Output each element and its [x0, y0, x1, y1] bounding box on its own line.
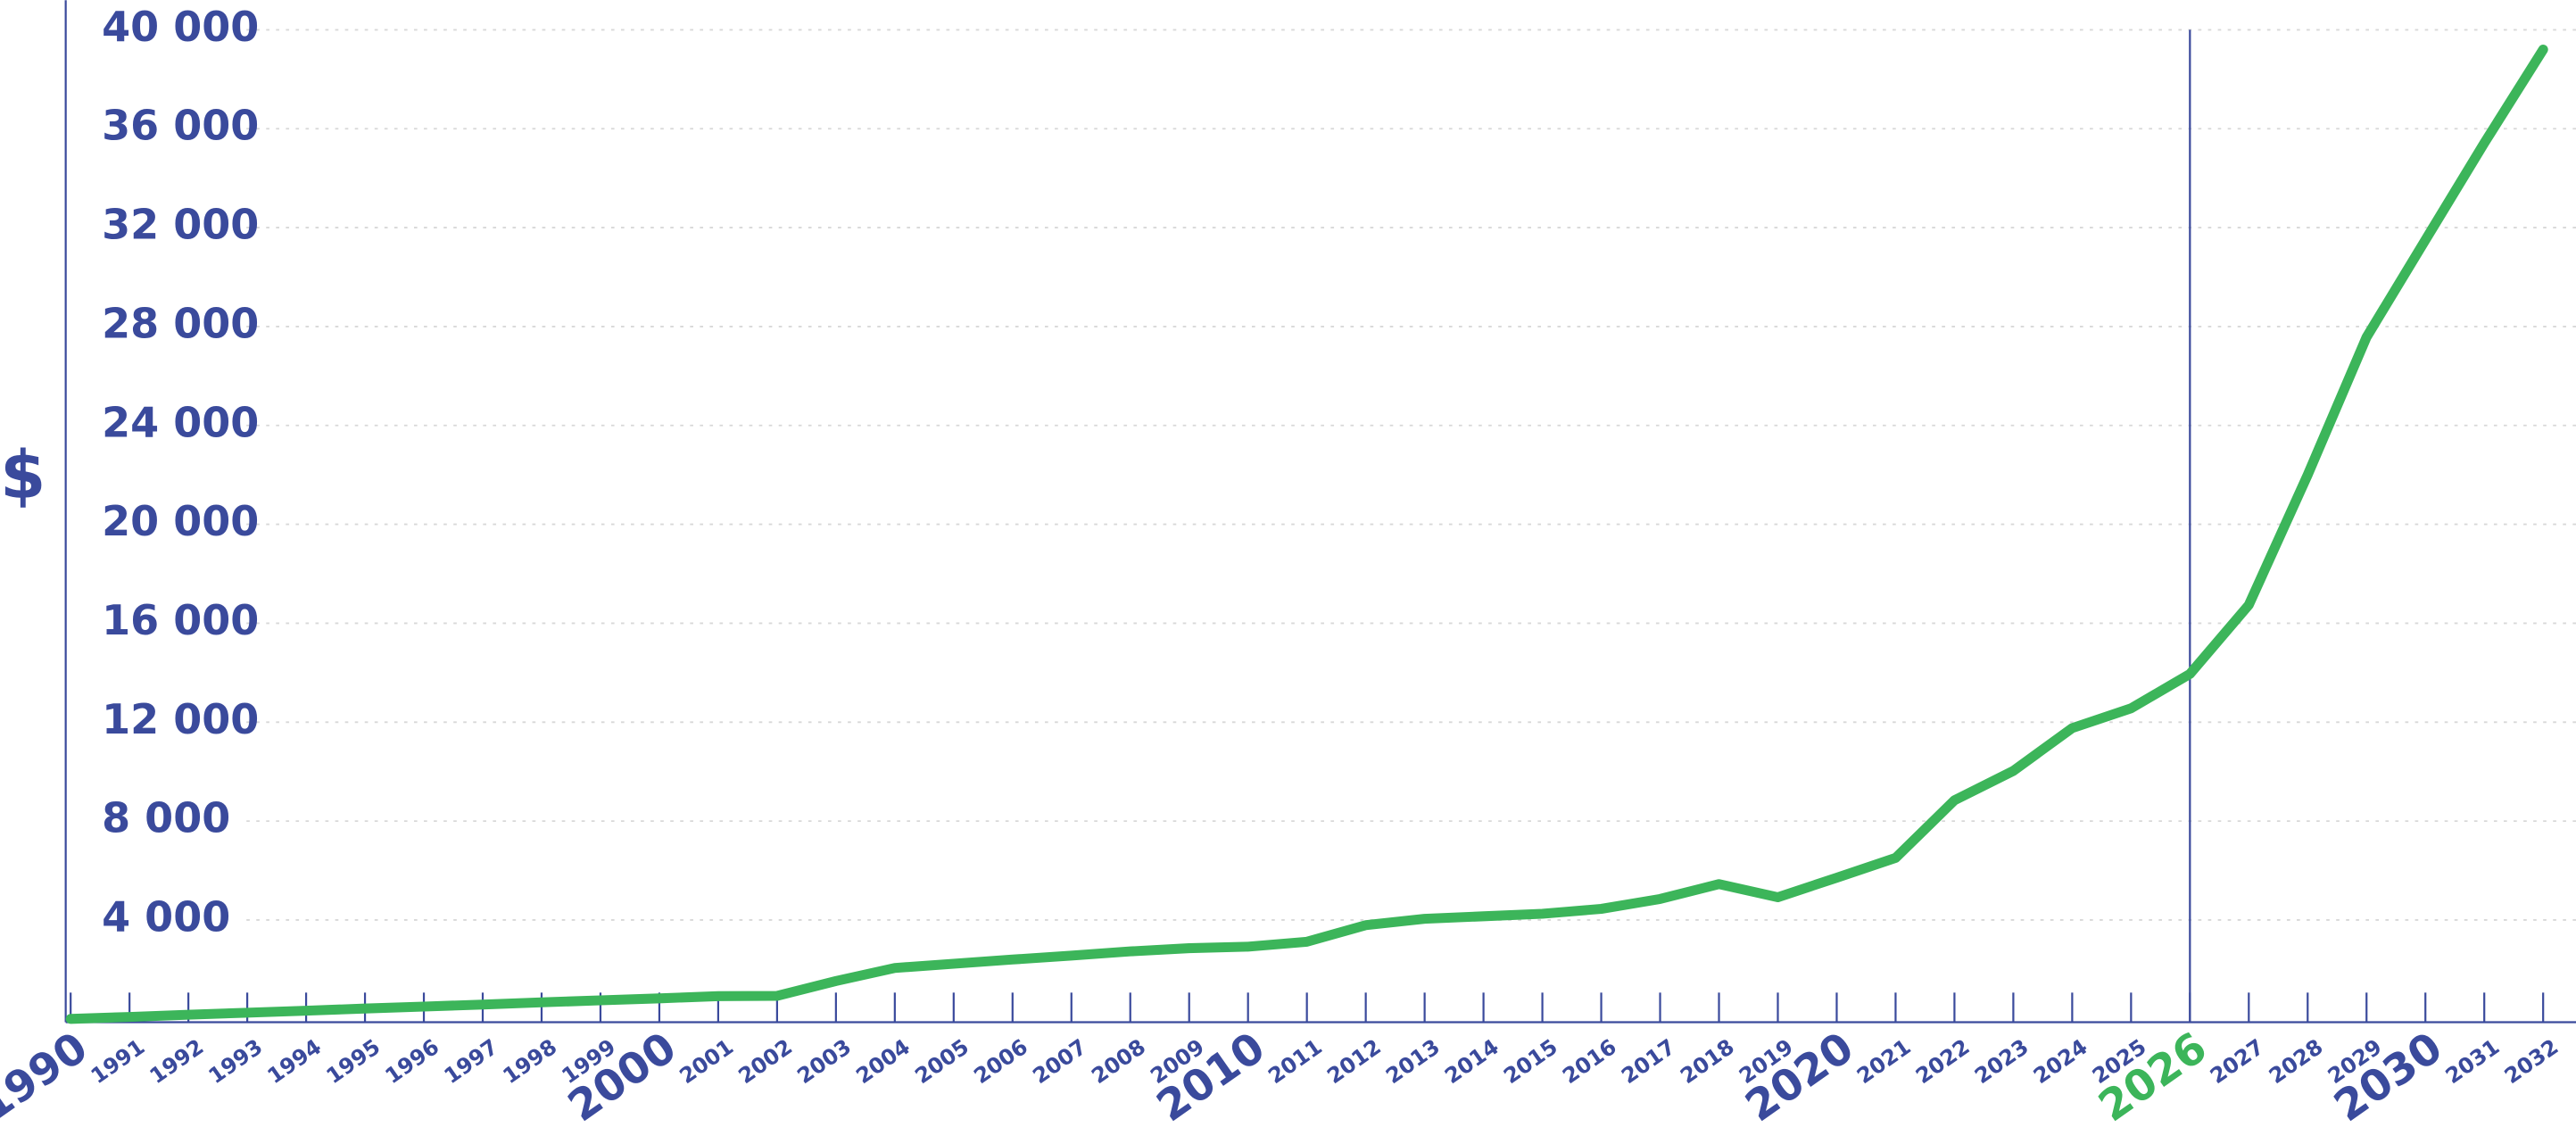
- x-tick-label: 2006: [969, 1034, 1032, 1089]
- x-tick-label: 1993: [204, 1034, 268, 1089]
- x-tick-label: 2032: [2500, 1034, 2564, 1089]
- x-tick-label: 2001: [675, 1034, 738, 1089]
- x-tick-label: 2015: [1499, 1034, 1562, 1089]
- x-tick-label: 1992: [145, 1034, 209, 1089]
- x-tick-label: 2028: [2265, 1034, 2328, 1089]
- x-tick-label: 2021: [1852, 1034, 1916, 1089]
- x-tick-label: 2024: [2029, 1034, 2092, 1089]
- x-tick-label: 2002: [733, 1034, 797, 1089]
- x-tick-label: 1996: [381, 1034, 444, 1089]
- y-tick-label: 40 000: [102, 3, 259, 51]
- x-tick-label: 1998: [499, 1034, 562, 1089]
- x-tick-label: 2023: [1970, 1034, 2033, 1089]
- x-tick-label: 2026: [2091, 1024, 2216, 1132]
- x-tick-label: 2012: [1322, 1034, 1386, 1089]
- y-tick-label: 4 000: [102, 892, 230, 941]
- y-tick-label: 8 000: [102, 794, 230, 842]
- x-tick-label: 2013: [1381, 1034, 1445, 1089]
- y-axis-label: $: [0, 438, 46, 514]
- x-tick-label: 2003: [792, 1034, 856, 1089]
- x-tick-label: 1990: [0, 1024, 96, 1132]
- data-line: [65, 45, 2548, 1024]
- x-tick-label: 2016: [1558, 1034, 1621, 1089]
- x-tick-label: 2010: [1148, 1024, 1274, 1132]
- y-tick-label: 16 000: [102, 596, 259, 644]
- x-tick-label: 2031: [2441, 1034, 2505, 1089]
- y-tick-label: 32 000: [102, 201, 259, 249]
- y-tick-label: 20 000: [102, 497, 259, 545]
- x-tick-label: 2030: [2326, 1024, 2452, 1132]
- x-tick-label: 1997: [440, 1034, 503, 1089]
- y-tick-label: 28 000: [102, 299, 259, 347]
- x-tick-label: 2017: [1617, 1034, 1680, 1089]
- x-tick-label: 2020: [1737, 1024, 1863, 1132]
- x-tick-label: 2014: [1440, 1034, 1503, 1089]
- x-tick-label: 1994: [263, 1034, 327, 1089]
- x-tick-label: 2018: [1676, 1034, 1739, 1089]
- x-tick-label: 2007: [1028, 1034, 1091, 1089]
- x-tick-label: 2027: [2206, 1034, 2269, 1089]
- y-tick-label: 36 000: [102, 102, 259, 150]
- x-tick-label: 1995: [322, 1034, 385, 1089]
- x-tick-label: 2011: [1263, 1034, 1327, 1089]
- y-tick-label: 12 000: [102, 695, 259, 743]
- x-tick-label: 2004: [851, 1034, 915, 1089]
- x-tick-label: 2000: [559, 1024, 685, 1132]
- x-tick-label: 1991: [87, 1034, 150, 1089]
- x-tick-label: 2008: [1087, 1034, 1150, 1089]
- x-tick-label: 2022: [1911, 1034, 1975, 1089]
- y-tick-label: 24 000: [102, 398, 259, 446]
- x-tick-label: 2005: [910, 1034, 973, 1089]
